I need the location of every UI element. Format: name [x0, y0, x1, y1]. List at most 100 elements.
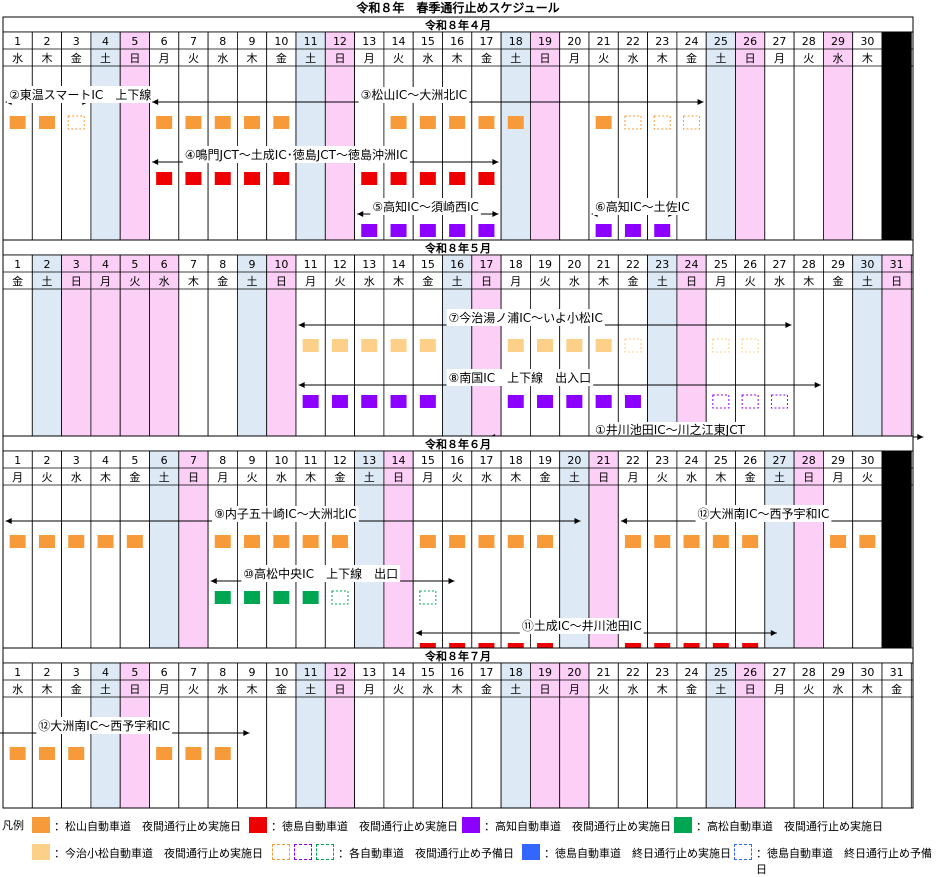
weekday-label: 金	[129, 470, 140, 484]
month-label-jun: 令和８年６月	[424, 437, 491, 451]
day-number: 31	[890, 666, 904, 679]
arrow-left-icon	[620, 518, 627, 524]
weekday-label: 火	[598, 52, 609, 65]
closure-day-box	[507, 535, 524, 548]
weekday-label: 土	[715, 52, 726, 65]
day-column	[207, 31, 238, 241]
closure-day-box	[712, 535, 729, 548]
legend-swatch-tokushima	[249, 817, 267, 833]
day-number: 19	[538, 454, 552, 467]
day-number: 13	[362, 666, 376, 679]
day-number: 18	[509, 454, 523, 467]
arrow-left-icon	[298, 322, 305, 328]
weekday-label: 土	[100, 683, 111, 696]
arrow-right-icon	[917, 434, 924, 440]
legend-swatch-imabari	[32, 844, 50, 860]
legend-text-matsuyama: ：松山自動車道 夜間通行止め実施日	[54, 820, 241, 833]
closure-day-box	[449, 172, 466, 185]
day-number: 17	[479, 454, 493, 467]
weekday-label: 月	[217, 471, 228, 484]
segment-label-bg	[212, 506, 359, 522]
weekday-label: 木	[41, 52, 52, 65]
day-number: 22	[626, 666, 640, 679]
day-number: 27	[772, 35, 786, 48]
closure-day-box	[302, 339, 319, 352]
day-number: 9	[249, 258, 256, 271]
closure-day-box	[302, 591, 319, 604]
day-column	[295, 450, 326, 649]
day-column	[647, 662, 678, 809]
day-number: 20	[567, 454, 581, 467]
weekday-label: 土	[715, 683, 726, 696]
closure-day-box	[742, 535, 759, 548]
day-number: 15	[421, 666, 435, 679]
closure-day-box	[273, 116, 290, 129]
day-number: 24	[685, 454, 699, 467]
closure-day-box	[9, 747, 26, 760]
reserve-day-box	[741, 394, 759, 409]
reserve-day-box	[624, 115, 642, 130]
weekday-label: 日	[393, 471, 404, 484]
closure-day-box	[478, 172, 495, 185]
day-number: 24	[685, 258, 699, 271]
closure-day-box	[156, 172, 173, 185]
legend-swatch-tokushima-day	[522, 844, 540, 860]
closure-day-box	[273, 591, 290, 604]
arrow-left-icon	[5, 518, 12, 524]
arrow-right-icon	[770, 630, 777, 636]
weekday-label: 木	[247, 683, 258, 696]
closure-day-box	[419, 224, 436, 237]
day-number: 28	[802, 258, 816, 271]
day-number: 29	[831, 666, 845, 679]
reserve-day-box	[712, 394, 730, 409]
day-number: 4	[102, 666, 109, 679]
weekday-label: 日	[686, 275, 697, 288]
day-number: 28	[802, 666, 816, 679]
day-column	[207, 450, 238, 649]
weekday-label: 月	[364, 683, 375, 696]
closure-day-box	[419, 395, 436, 408]
day-column	[61, 254, 92, 437]
closure-day-box	[624, 535, 641, 548]
weekday-label: 土	[41, 275, 52, 288]
arrow-left-icon	[357, 211, 364, 217]
day-number: 23	[655, 258, 669, 271]
weekday-label: 水	[422, 52, 433, 65]
day-number: 5	[131, 258, 138, 271]
legend-swatch-reserve-matsuyama	[272, 844, 290, 860]
closure-day-box	[68, 535, 85, 548]
arrow-right-icon	[243, 730, 250, 736]
closure-day-box	[38, 535, 55, 548]
day-number: 30	[860, 666, 874, 679]
day-number: 14	[392, 666, 406, 679]
weekday-label: 金	[833, 274, 844, 288]
day-column	[90, 662, 121, 809]
day-column	[647, 254, 678, 437]
closure-day-box	[244, 591, 261, 604]
day-number: 7	[190, 666, 197, 679]
day-column	[764, 31, 795, 241]
day-number: 6	[161, 666, 168, 679]
day-number: 6	[161, 258, 168, 271]
reserve-day-box	[712, 338, 730, 353]
closure-day-box	[185, 116, 202, 129]
day-column	[823, 31, 854, 241]
closure-day-box	[390, 116, 407, 129]
day-column	[2, 662, 33, 809]
weekday-label: 火	[129, 275, 140, 288]
segment-label-bg	[519, 618, 644, 634]
weekday-label: 金	[540, 470, 551, 484]
weekday-label: 火	[393, 52, 404, 65]
day-column	[852, 450, 883, 649]
day-column	[530, 31, 561, 241]
arrow-left-icon	[152, 99, 159, 105]
segment-label-bg	[593, 422, 748, 438]
closure-day-box	[624, 395, 641, 408]
day-column	[852, 254, 883, 437]
closure-day-box	[214, 172, 231, 185]
weekday-label: 金	[12, 274, 23, 288]
day-column	[793, 450, 824, 649]
day-number: 2	[43, 258, 50, 271]
day-number: 22	[626, 35, 640, 48]
day-number: 12	[333, 454, 347, 467]
